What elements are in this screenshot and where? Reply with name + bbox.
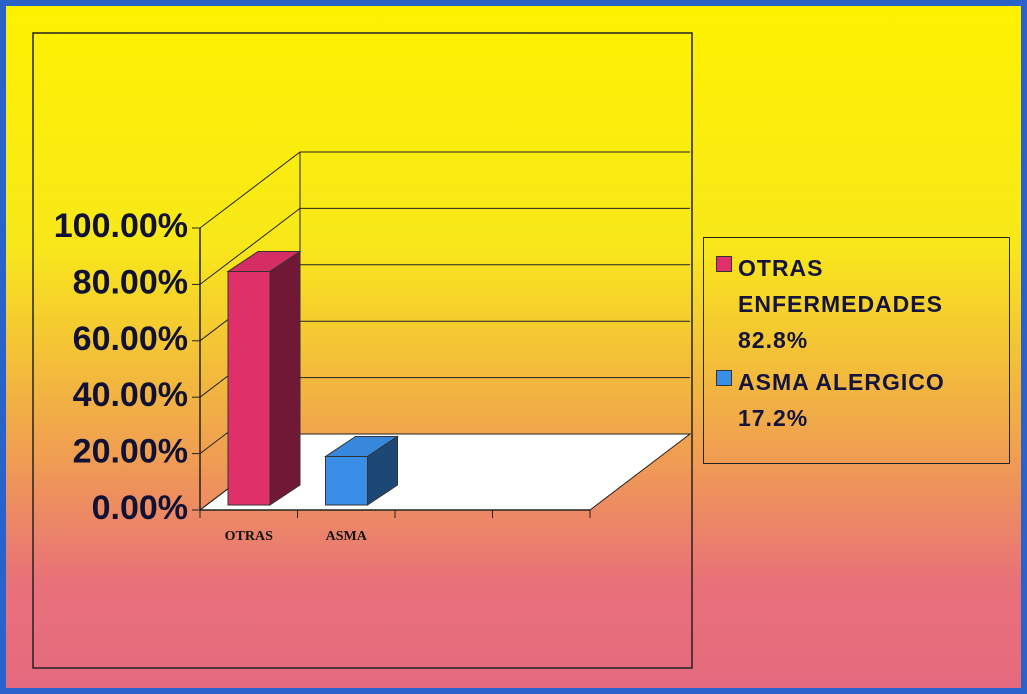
bar (226, 250, 302, 506)
y-tick-label: 20.00% (73, 433, 188, 471)
legend-text: OTRAS ENFERMEDADES 82.8% (738, 250, 998, 358)
plot-area (32, 32, 693, 669)
y-tick-label: 0.00% (92, 489, 188, 527)
legend-swatch (716, 256, 732, 272)
bar-front (325, 455, 368, 506)
bar-front (227, 271, 271, 506)
y-tick-label: 40.00% (73, 376, 188, 414)
legend-text: ASMA ALERGICO 17.2% (738, 364, 998, 436)
grid-line-side (199, 151, 301, 229)
legend-label: OTRAS ENFERMEDADES (738, 255, 943, 317)
legend-label: ASMA ALERGICO (738, 369, 945, 395)
y-tick-label: 100.00% (54, 207, 188, 245)
legend-swatch (716, 370, 732, 386)
x-tick-label: OTRAS (225, 529, 273, 544)
x-tick-label: ASMA (326, 529, 368, 544)
grid-line-side (199, 208, 301, 285)
legend-item: ASMA ALERGICO 17.2% (712, 364, 1001, 436)
y-tick-label: 60.00% (73, 320, 188, 358)
bar (323, 435, 400, 506)
legend-value: 82.8% (738, 327, 809, 353)
legend-value: 17.2% (738, 405, 809, 431)
y-tick-label: 80.00% (73, 263, 188, 301)
legend: OTRAS ENFERMEDADES 82.8% ASMA ALERGICO 17.2… (703, 237, 1010, 464)
legend-item: OTRAS ENFERMEDADES 82.8% (712, 250, 1001, 358)
bar-side (269, 250, 301, 506)
